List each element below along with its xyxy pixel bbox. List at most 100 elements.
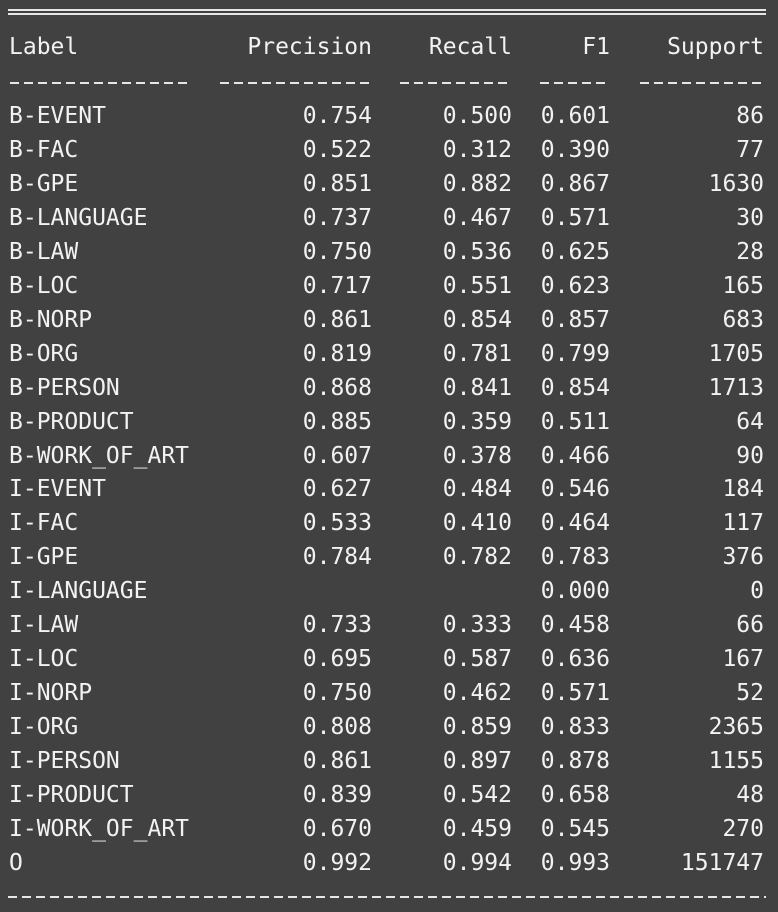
cell-support: 66 bbox=[736, 612, 764, 639]
table-row: B-PRODUCT 0.885 0.359 0.511 64 bbox=[0, 405, 778, 439]
cell-precision: 0.750 bbox=[302, 238, 372, 265]
cell-f1: 0.833 bbox=[540, 714, 610, 741]
cell-f1: 0.623 bbox=[540, 272, 610, 299]
cell-precision: 0.522 bbox=[302, 136, 372, 163]
cell-support: 1705 bbox=[708, 340, 764, 367]
cell-f1: 0.466 bbox=[540, 442, 610, 469]
cell-support: 30 bbox=[736, 204, 764, 231]
cell-label: I-ORG bbox=[9, 714, 79, 741]
cell-f1: 0.601 bbox=[540, 103, 610, 129]
cell-f1: 0.783 bbox=[540, 544, 610, 571]
cell-recall: 0.587 bbox=[442, 646, 512, 673]
cell-support: 0 bbox=[750, 578, 764, 605]
table-row: B-EVENT 0.754 0.500 0.601 86 bbox=[0, 99, 778, 133]
cell-support: 376 bbox=[722, 544, 764, 571]
cell-precision: 0.819 bbox=[302, 340, 372, 367]
cell-label: I-GPE bbox=[9, 544, 79, 571]
table-row: B-FAC 0.522 0.312 0.390 77 bbox=[0, 133, 778, 167]
table-row: I-ORG 0.808 0.859 0.833 2365 bbox=[0, 710, 778, 744]
cell-label: I-WORK_OF_ART bbox=[9, 815, 190, 842]
cell-label: I-LANGUAGE bbox=[9, 578, 148, 605]
bottom-dashed-rule bbox=[8, 896, 766, 898]
table-header: Label Precision Recall F1 Support bbox=[0, 30, 778, 64]
cell-label: B-ORG bbox=[9, 340, 79, 367]
cell-f1: 0.464 bbox=[540, 510, 610, 537]
header-support: Support bbox=[667, 34, 764, 60]
cell-label: I-NORP bbox=[9, 680, 93, 707]
cell-support: 151747 bbox=[680, 849, 764, 876]
table-row: B-LOC 0.717 0.551 0.623 165 bbox=[0, 269, 778, 303]
cell-support: 48 bbox=[736, 782, 764, 808]
cell-f1: 0.390 bbox=[540, 136, 610, 163]
cell-label: B-PERSON bbox=[9, 374, 120, 401]
table-row: B-LAW 0.750 0.536 0.625 28 bbox=[0, 235, 778, 269]
cell-label: B-PRODUCT bbox=[9, 408, 134, 435]
header-recall: Recall bbox=[428, 34, 512, 60]
cell-label: B-EVENT bbox=[9, 103, 106, 129]
cell-precision: 0.992 bbox=[302, 849, 372, 876]
table-row: B-PERSON 0.868 0.841 0.854 1713 bbox=[0, 371, 778, 405]
cell-precision: 0.885 bbox=[302, 408, 372, 435]
cell-precision: 0.839 bbox=[302, 782, 372, 808]
header-precision: Precision bbox=[247, 34, 372, 60]
cell-label: I-PRODUCT bbox=[9, 782, 134, 808]
cell-support: 2365 bbox=[708, 714, 764, 741]
table-row: I-LAW 0.733 0.333 0.458 66 bbox=[0, 608, 778, 642]
cell-label: B-LANGUAGE bbox=[9, 204, 148, 231]
cell-precision: 0.861 bbox=[302, 748, 372, 775]
cell-recall: 0.484 bbox=[442, 476, 512, 503]
cell-support: 77 bbox=[736, 136, 764, 163]
cell-recall: 0.462 bbox=[442, 680, 512, 707]
cell-precision: 0.717 bbox=[302, 272, 372, 299]
cell-support: 52 bbox=[736, 680, 764, 707]
cell-label: I-FAC bbox=[9, 510, 79, 537]
cell-recall: 0.781 bbox=[442, 340, 512, 367]
cell-f1: 0.545 bbox=[540, 815, 610, 842]
cell-support: 1630 bbox=[708, 170, 764, 197]
cell-f1: 0.458 bbox=[540, 612, 610, 639]
cell-precision: 0.670 bbox=[302, 815, 372, 842]
cell-label: B-NORP bbox=[9, 306, 93, 333]
table-row: I-GPE 0.784 0.782 0.783 376 bbox=[0, 540, 778, 574]
cell-f1: 0.867 bbox=[540, 170, 610, 197]
table-row: I-LOC 0.695 0.587 0.636 167 bbox=[0, 642, 778, 676]
table-row: I-PERSON 0.861 0.897 0.878 1155 bbox=[0, 744, 778, 778]
cell-support: 683 bbox=[722, 306, 764, 333]
cell-label: I-PERSON bbox=[9, 748, 120, 775]
cell-support: 90 bbox=[736, 442, 764, 469]
cell-precision: 0.695 bbox=[302, 646, 372, 673]
cell-support: 165 bbox=[722, 272, 764, 299]
cell-label: I-LOC bbox=[9, 646, 79, 673]
cell-f1: 0.799 bbox=[540, 340, 610, 367]
cell-precision: 0.733 bbox=[302, 612, 372, 639]
cell-recall: 0.859 bbox=[442, 714, 512, 741]
header-f1: F1 bbox=[582, 34, 610, 60]
cell-recall: 0.542 bbox=[442, 782, 512, 808]
cell-f1: 0.571 bbox=[540, 680, 610, 707]
cell-precision: 0.861 bbox=[302, 306, 372, 333]
cell-support: 167 bbox=[722, 646, 764, 673]
table-row: B-WORK_OF_ART 0.607 0.378 0.466 90 bbox=[0, 439, 778, 473]
cell-f1: 0.878 bbox=[540, 748, 610, 775]
cell-support: 270 bbox=[722, 815, 764, 842]
cell-support: 184 bbox=[722, 476, 764, 503]
cell-support: 1713 bbox=[708, 374, 764, 401]
cell-recall: 0.312 bbox=[442, 136, 512, 163]
cell-f1: 0.857 bbox=[540, 306, 610, 333]
header-separator bbox=[0, 82, 778, 86]
cell-precision: 0.627 bbox=[302, 476, 372, 503]
header-label: Label bbox=[9, 34, 79, 60]
cell-precision: 0.868 bbox=[302, 374, 372, 401]
cell-label: B-FAC bbox=[9, 136, 79, 163]
cell-precision: 0.607 bbox=[302, 442, 372, 469]
cell-recall: 0.841 bbox=[442, 374, 512, 401]
cell-label: B-GPE bbox=[9, 170, 79, 197]
cell-support: 28 bbox=[736, 238, 764, 265]
cell-recall: 0.359 bbox=[442, 408, 512, 435]
cell-recall: 0.333 bbox=[442, 612, 512, 639]
table-row: I-LANGUAGE 0.000 0 bbox=[0, 574, 778, 608]
cell-label: B-LAW bbox=[9, 238, 79, 265]
cell-precision: 0.784 bbox=[302, 544, 372, 571]
table-row: O 0.992 0.994 0.993 151747 bbox=[0, 846, 778, 880]
cell-f1: 0.571 bbox=[540, 204, 610, 231]
